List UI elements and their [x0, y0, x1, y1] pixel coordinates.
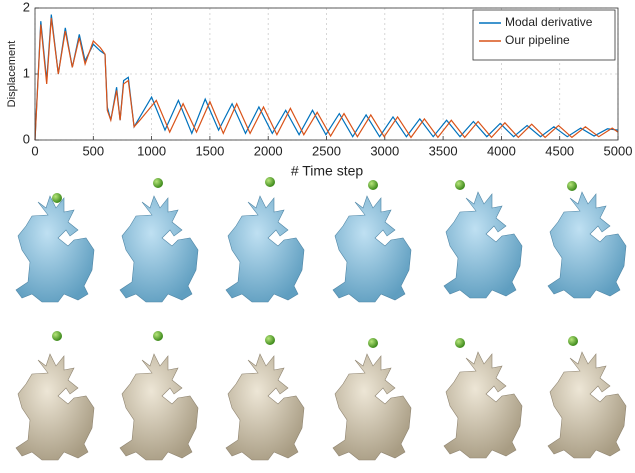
figure: 0 500 1000 1500 2000 2500 3000 3500 4000 4500 5000…	[0, 0, 635, 468]
y-tick-label: 2	[23, 0, 30, 14]
handle-sphere	[265, 335, 275, 345]
dragon-render	[444, 352, 522, 458]
x-tick-label: 4000	[487, 143, 516, 158]
dragon-render	[120, 354, 198, 460]
x-tick-label: 2500	[312, 143, 341, 158]
handle-sphere	[52, 331, 62, 341]
handle-sphere	[368, 180, 378, 190]
y-axis-label: Displacement	[6, 41, 18, 108]
x-axis-label: # Time step	[291, 163, 364, 179]
handle-sphere	[52, 193, 62, 203]
x-tick-label: 5000	[604, 143, 633, 158]
dragon-render	[333, 196, 411, 302]
renders	[16, 177, 626, 460]
x-tick-label: 3000	[370, 143, 399, 158]
dragon-render	[226, 354, 304, 460]
plot: 0 500 1000 1500 2000 2500 3000 3500 4000 4500 5000…	[23, 0, 633, 158]
handle-sphere	[153, 178, 163, 188]
dragon-render	[16, 354, 94, 460]
x-tick-label: 3500	[429, 143, 458, 158]
handle-sphere	[368, 338, 378, 348]
x-tick-label: 1000	[137, 143, 166, 158]
x-tick-label: 4500	[545, 143, 574, 158]
handle-sphere	[567, 181, 577, 191]
handle-sphere	[153, 331, 163, 341]
dragon-render	[444, 192, 522, 298]
dragon-render	[16, 196, 94, 302]
dragon-render	[333, 354, 411, 460]
handle-sphere	[265, 177, 275, 187]
x-tick-label: 500	[82, 143, 104, 158]
handle-sphere	[568, 336, 578, 346]
dragon-render	[548, 352, 626, 458]
handle-sphere	[455, 338, 465, 348]
handle-sphere	[455, 180, 465, 190]
x-tick-label: 2000	[254, 143, 283, 158]
dragon-render	[120, 196, 198, 302]
y-tick-label: 1	[23, 65, 30, 80]
legend: Modal derivative Our pipeline	[473, 10, 615, 60]
x-tick-label: 1500	[195, 143, 224, 158]
y-tick-label: 0	[23, 131, 30, 146]
legend-label: Modal derivative	[505, 15, 593, 29]
dragon-render	[548, 192, 626, 298]
dragon-render	[226, 196, 304, 302]
legend-label: Our pipeline	[505, 33, 570, 47]
x-tick-label: 0	[31, 143, 38, 158]
